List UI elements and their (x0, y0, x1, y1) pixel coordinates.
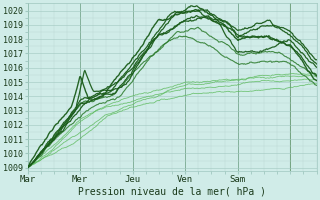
X-axis label: Pression niveau de la mer( hPa ): Pression niveau de la mer( hPa ) (78, 187, 266, 197)
